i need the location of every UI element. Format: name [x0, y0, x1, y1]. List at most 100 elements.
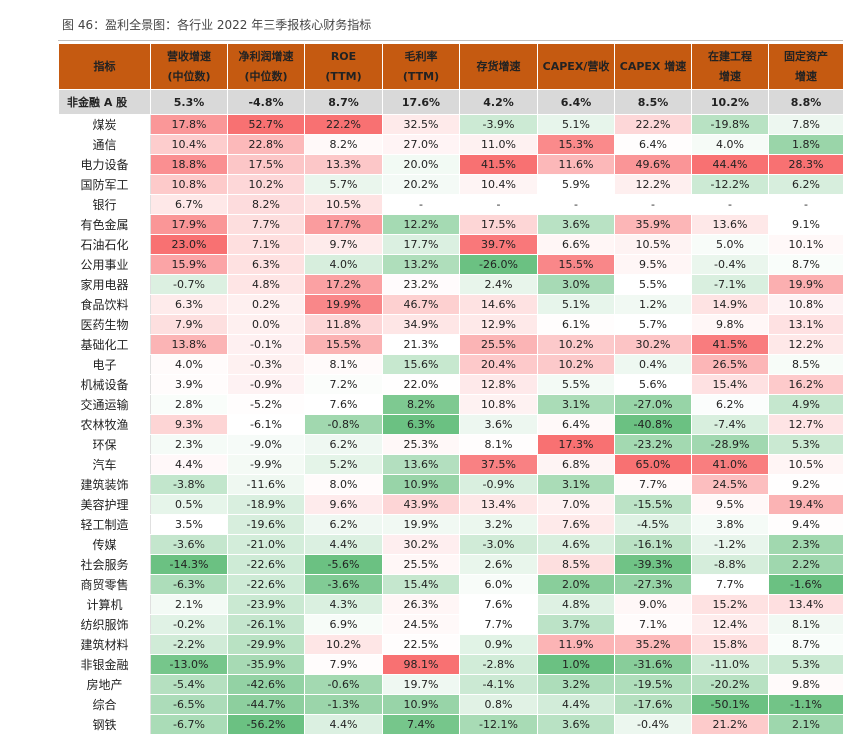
metric-cell: 17.9%: [150, 214, 228, 235]
metric-cell: 28.3%: [768, 154, 844, 175]
metric-cell: 13.4%: [459, 494, 538, 515]
metric-cell: 8.5%: [768, 354, 844, 375]
metric-cell: 13.6%: [691, 214, 769, 235]
caption-divider: [58, 40, 843, 41]
metric-cell: 5.5%: [537, 374, 615, 395]
metric-cell: 17.8%: [150, 114, 228, 135]
metric-cell: 3.7%: [537, 614, 615, 635]
metric-cell: 6.3%: [382, 414, 460, 435]
metric-cell: -21.0%: [227, 534, 305, 555]
metric-cell: -18.9%: [227, 494, 305, 515]
metric-cell: 7.0%: [537, 494, 615, 515]
metric-cell: 10.9%: [382, 694, 460, 715]
metric-cell: -26.0%: [459, 254, 538, 275]
metric-cell: -1.1%: [768, 694, 844, 715]
metric-cell: -5.4%: [150, 674, 228, 695]
metric-cell: -0.2%: [150, 614, 228, 635]
table-row: 电子 4.0% -0.3% 8.1% 15.6% 20.4% 10.2% 0.4% 26.5% 8…: [58, 354, 844, 375]
metric-cell: 19.4%: [768, 494, 844, 515]
metric-cell: -12.2%: [691, 174, 769, 195]
industry-name: 建筑材料: [58, 634, 151, 655]
metric-cell: 20.0%: [382, 154, 460, 175]
metric-cell: 2.8%: [150, 394, 228, 415]
metric-cell: 17.7%: [382, 234, 460, 255]
column-header: 存货增速: [459, 43, 538, 90]
metric-cell: 15.5%: [304, 334, 383, 355]
industry-name: 汽车: [58, 454, 151, 475]
metric-cell: 5.0%: [691, 234, 769, 255]
industry-name: 石油石化: [58, 234, 151, 255]
table-row: 交通运输 2.8% -5.2% 7.6% 8.2% 10.8% 3.1% -27.0% 6.2%…: [58, 394, 844, 415]
metric-cell: 19.7%: [382, 674, 460, 695]
metric-cell: 10.4%: [150, 134, 228, 155]
metric-cell: 5.6%: [614, 374, 692, 395]
metric-cell: 2.3%: [150, 434, 228, 455]
metric-cell: 6.2%: [691, 394, 769, 415]
header-row: 指标 营收增速 (中位数) 净利润增速 (中位数) ROE (TTM) 毛利率 (TTM) 存货增…: [58, 43, 844, 90]
column-header: 营收增速 (中位数): [150, 43, 228, 90]
metric-cell: 2.6%: [459, 554, 538, 575]
metric-cell: 6.7%: [150, 194, 228, 215]
metric-cell: 9.5%: [614, 254, 692, 275]
summary-cell: 4.2%: [459, 89, 538, 115]
metric-cell: 10.2%: [304, 634, 383, 655]
metric-cell: 10.5%: [614, 234, 692, 255]
metric-cell: 34.9%: [382, 314, 460, 335]
metric-cell: -56.2%: [227, 714, 305, 735]
metric-cell: 27.0%: [382, 134, 460, 155]
metric-cell: -44.7%: [227, 694, 305, 715]
metric-cell: 12.2%: [614, 174, 692, 195]
metric-cell: 37.5%: [459, 454, 538, 475]
metric-cell: -0.8%: [304, 414, 383, 435]
metric-cell: -0.4%: [614, 714, 692, 735]
metric-cell: 11.0%: [459, 134, 538, 155]
metric-cell: -12.1%: [459, 714, 538, 735]
table-row: 基础化工 13.8% -0.1% 15.5% 21.3% 25.5% 10.2% 30.2% 4…: [58, 334, 844, 355]
metric-cell: 5.1%: [537, 294, 615, 315]
metric-cell: 10.4%: [459, 174, 538, 195]
metric-cell: 11.9%: [537, 634, 615, 655]
table-row: 食品饮料 6.3% 0.2% 19.9% 46.7% 14.6% 5.1% 1.2% 14.9%…: [58, 294, 844, 315]
metric-cell: -: [768, 194, 844, 215]
metric-cell: 17.5%: [459, 214, 538, 235]
metric-cell: 22.0%: [382, 374, 460, 395]
summary-row: 非金融 A 股 5.3% -4.8% 8.7% 17.6% 4.2% 6.4% 8.5% 10.…: [58, 89, 844, 115]
metric-cell: -4.5%: [614, 514, 692, 535]
metric-cell: -40.8%: [614, 414, 692, 435]
table-row: 传媒 -3.6% -21.0% 4.4% 30.2% -3.0% 4.6% -16.1% -1.…: [58, 534, 844, 555]
metric-cell: 6.0%: [459, 574, 538, 595]
metric-cell: 12.2%: [382, 214, 460, 235]
metric-cell: 25.3%: [382, 434, 460, 455]
metric-cell: 12.8%: [459, 374, 538, 395]
metric-cell: 2.1%: [768, 714, 844, 735]
summary-cell: -4.8%: [227, 89, 305, 115]
metric-cell: 7.8%: [768, 114, 844, 135]
metric-cell: 10.2%: [537, 334, 615, 355]
metric-cell: 10.8%: [768, 294, 844, 315]
industry-name: 食品饮料: [58, 294, 151, 315]
metric-cell: 8.1%: [304, 354, 383, 375]
summary-cell: 8.7%: [304, 89, 383, 115]
metric-cell: -28.9%: [691, 434, 769, 455]
metric-cell: -29.9%: [227, 634, 305, 655]
metric-cell: 19.9%: [768, 274, 844, 295]
metric-cell: -6.7%: [150, 714, 228, 735]
column-header: 固定资产 增速: [768, 43, 844, 90]
metric-cell: 8.1%: [768, 614, 844, 635]
industry-name: 钢铁: [58, 714, 151, 735]
metric-cell: 23.2%: [382, 274, 460, 295]
summary-cell: 8.8%: [768, 89, 844, 115]
metric-cell: 44.4%: [691, 154, 769, 175]
metric-cell: -3.8%: [150, 474, 228, 495]
metric-cell: 11.8%: [304, 314, 383, 335]
industry-name: 环保: [58, 434, 151, 455]
metric-cell: 7.6%: [304, 394, 383, 415]
metric-cell: -19.8%: [691, 114, 769, 135]
metric-cell: 7.6%: [459, 594, 538, 615]
metric-cell: 16.2%: [768, 374, 844, 395]
column-header: 净利润增速 (中位数): [227, 43, 305, 90]
metric-cell: 4.4%: [537, 694, 615, 715]
industry-name: 计算机: [58, 594, 151, 615]
metric-cell: 3.6%: [537, 714, 615, 735]
industry-metrics-table: 指标 营收增速 (中位数) 净利润增速 (中位数) ROE (TTM) 毛利率 (TTM) 存货增…: [58, 43, 844, 735]
